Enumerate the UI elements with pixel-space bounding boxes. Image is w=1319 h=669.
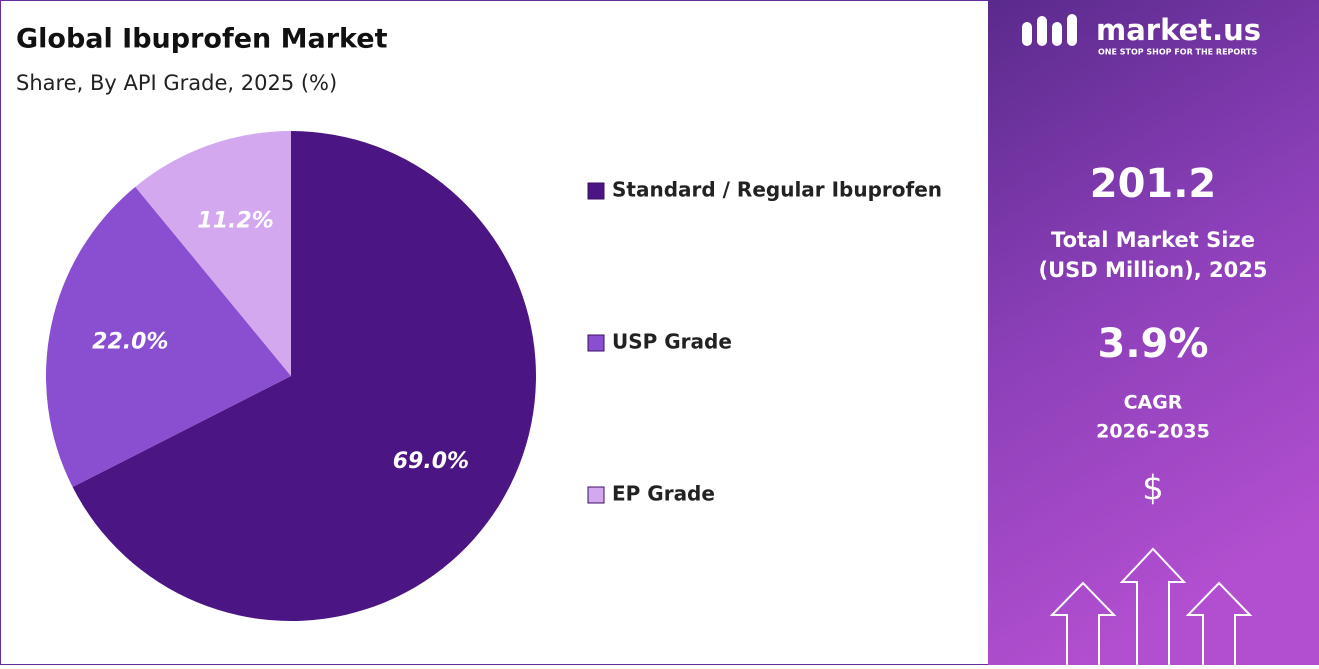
market-size-label: (USD Million), 2025	[1039, 258, 1268, 282]
tagline: ONE STOP SHOP FOR THE REPORTS	[1098, 48, 1257, 57]
legend-label: Standard / Regular Ibuprofen	[612, 178, 942, 202]
logo-icon	[1022, 14, 1077, 46]
pie-slice	[46, 186, 292, 488]
side-panel	[988, 0, 1319, 665]
market-size-label: Total Market Size	[1051, 228, 1255, 252]
pie-slice	[72, 131, 536, 622]
market-size: 201.2	[1090, 161, 1217, 207]
legend-swatch	[587, 486, 605, 504]
data-label: 22.0%	[92, 329, 168, 354]
data-label: 11.2%	[197, 208, 273, 233]
brand: market.us	[1096, 13, 1261, 47]
legend-swatch	[587, 182, 605, 200]
legend: Standard / Regular Ibuprofen USP Grade EP …	[587, 178, 942, 506]
legend-label: EP Grade	[612, 482, 715, 506]
arrows-decoration	[1049, 547, 1253, 665]
legend-label: USP Grade	[612, 330, 732, 354]
cagr: 3.9%	[1098, 321, 1209, 367]
chart-subtitle: Share, By API Grade, 2025 (%)	[16, 71, 337, 95]
cagr-label: 2026-2035	[1096, 421, 1210, 443]
legend-swatch	[587, 334, 605, 352]
currency-icon: $	[1142, 469, 1164, 509]
data-label: 69.0%	[393, 449, 469, 474]
pie-slice	[135, 131, 291, 376]
pie: 69.0% 22.0% 11.2%	[46, 131, 536, 622]
chart-title: Global Ibuprofen Market	[16, 24, 388, 55]
cagr-label: CAGR	[1124, 392, 1183, 414]
